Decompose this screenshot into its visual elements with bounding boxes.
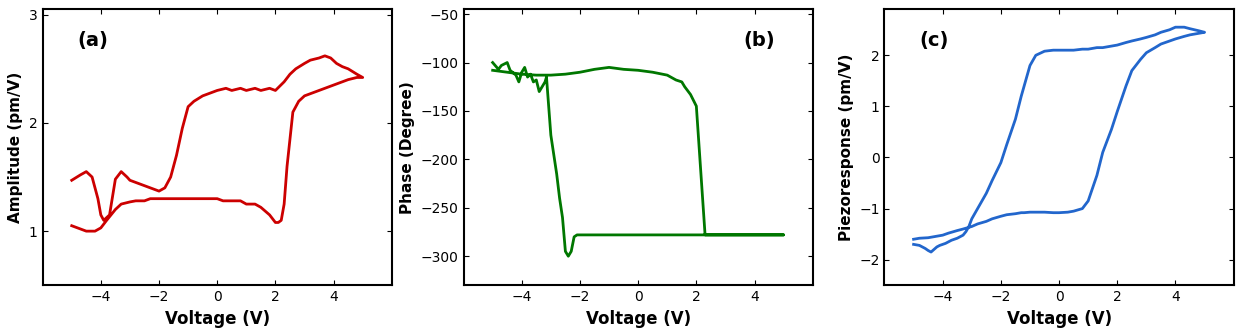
X-axis label: Voltage (V): Voltage (V) (1006, 310, 1112, 328)
Text: (c): (c) (919, 31, 949, 50)
X-axis label: Voltage (V): Voltage (V) (165, 310, 270, 328)
Text: (a): (a) (77, 31, 108, 50)
X-axis label: Voltage (V): Voltage (V) (585, 310, 691, 328)
Y-axis label: Phase (Degree): Phase (Degree) (400, 81, 415, 214)
Text: (b): (b) (743, 31, 775, 50)
Y-axis label: Amplitude (pm/V): Amplitude (pm/V) (9, 72, 24, 223)
Y-axis label: Piezoresponse (pm/V): Piezoresponse (pm/V) (838, 53, 853, 241)
